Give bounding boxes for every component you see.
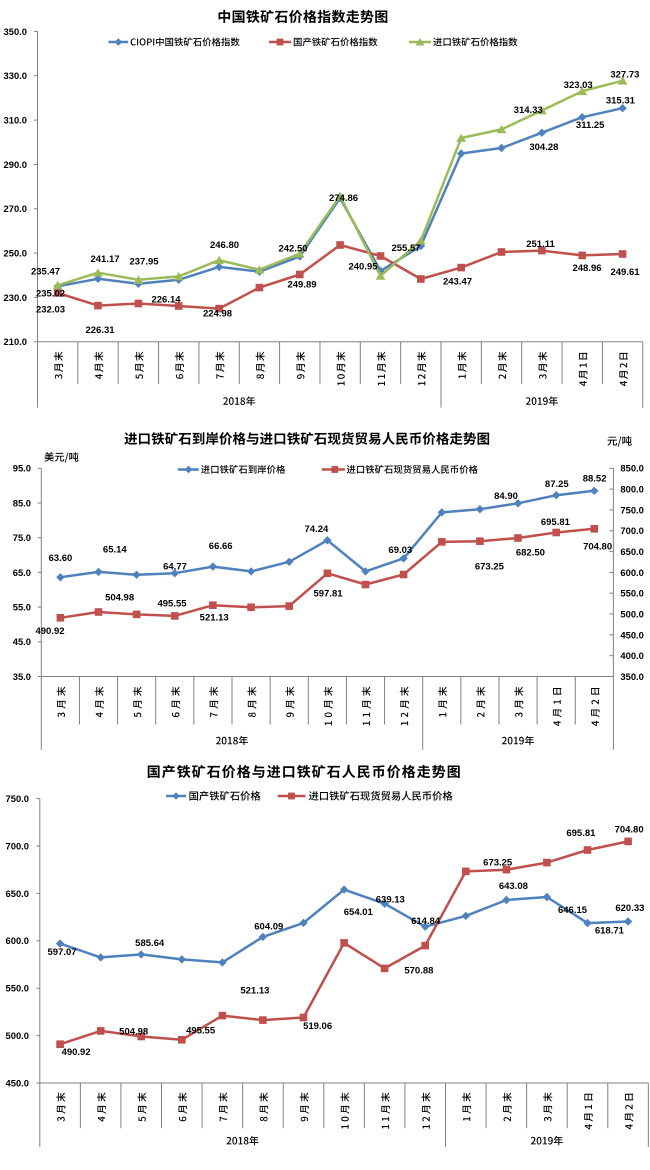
- svg-text:495.55: 495.55: [186, 1026, 216, 1037]
- svg-text:66.66: 66.66: [209, 541, 233, 552]
- svg-text:682.50: 682.50: [516, 548, 545, 559]
- svg-text:618.71: 618.71: [595, 926, 625, 937]
- svg-text:274.86: 274.86: [329, 193, 358, 204]
- svg-text:241.17: 241.17: [90, 254, 119, 265]
- svg-text:654.01: 654.01: [344, 907, 374, 918]
- svg-text:504.98: 504.98: [105, 592, 134, 603]
- svg-text:750.0: 750.0: [620, 504, 643, 515]
- svg-text:87.25: 87.25: [545, 479, 569, 490]
- svg-text:45.0: 45.0: [13, 636, 31, 647]
- svg-text:255.57: 255.57: [391, 243, 420, 254]
- svg-text:450.0: 450.0: [620, 629, 643, 640]
- svg-text:450.0: 450.0: [6, 1077, 29, 1088]
- svg-text:673.25: 673.25: [475, 562, 505, 573]
- svg-text:246.80: 246.80: [210, 240, 239, 251]
- svg-text:250.0: 250.0: [4, 248, 27, 259]
- svg-text:95.0: 95.0: [13, 463, 31, 474]
- svg-text:237.95: 237.95: [129, 256, 159, 267]
- svg-text:242.50: 242.50: [278, 243, 307, 254]
- svg-text:704.80: 704.80: [583, 542, 612, 553]
- svg-text:235.47: 235.47: [31, 266, 60, 277]
- svg-text:226.14: 226.14: [151, 294, 181, 305]
- svg-text:490.92: 490.92: [35, 626, 64, 637]
- svg-text:521.13: 521.13: [200, 613, 229, 624]
- svg-text:235.02: 235.02: [36, 288, 65, 299]
- svg-text:600.0: 600.0: [620, 567, 643, 578]
- svg-text:500.0: 500.0: [620, 608, 643, 619]
- svg-text:85.0: 85.0: [13, 497, 31, 508]
- svg-text:550.0: 550.0: [6, 983, 29, 994]
- svg-text:88.52: 88.52: [583, 473, 607, 484]
- svg-text:570.88: 570.88: [404, 966, 433, 977]
- svg-text:243.47: 243.47: [443, 277, 472, 288]
- svg-text:63.60: 63.60: [49, 553, 73, 564]
- svg-text:270.0: 270.0: [4, 203, 27, 214]
- svg-text:650.0: 650.0: [6, 888, 29, 899]
- svg-text:64.77: 64.77: [163, 562, 187, 573]
- svg-text:614.84: 614.84: [411, 916, 441, 927]
- svg-text:504.98: 504.98: [119, 1027, 148, 1038]
- svg-text:650.0: 650.0: [620, 546, 643, 557]
- svg-text:290.0: 290.0: [4, 159, 27, 170]
- svg-text:695.81: 695.81: [541, 517, 571, 528]
- svg-text:550.0: 550.0: [620, 588, 643, 599]
- svg-text:850.0: 850.0: [620, 463, 643, 474]
- svg-text:646.15: 646.15: [558, 905, 588, 916]
- svg-text:315.31: 315.31: [606, 96, 636, 107]
- svg-text:35.0: 35.0: [13, 671, 31, 682]
- svg-text:704.80: 704.80: [615, 825, 644, 836]
- svg-text:232.03: 232.03: [36, 304, 65, 315]
- svg-text:700.0: 700.0: [620, 525, 643, 536]
- svg-text:495.55: 495.55: [157, 599, 187, 610]
- svg-text:251.11: 251.11: [526, 239, 555, 250]
- svg-text:84.90: 84.90: [494, 491, 518, 502]
- svg-text:519.06: 519.06: [303, 1021, 332, 1032]
- svg-text:314.33: 314.33: [514, 105, 543, 116]
- svg-text:311.25: 311.25: [576, 120, 605, 131]
- svg-text:695.81: 695.81: [566, 828, 596, 839]
- svg-text:327.73: 327.73: [610, 69, 639, 80]
- svg-text:248.96: 248.96: [572, 263, 601, 274]
- svg-text:74.24: 74.24: [305, 524, 329, 535]
- svg-text:65.0: 65.0: [13, 567, 31, 578]
- svg-text:55.0: 55.0: [13, 602, 31, 613]
- svg-text:75.0: 75.0: [13, 532, 31, 543]
- svg-text:800.0: 800.0: [620, 484, 643, 495]
- svg-text:249.61: 249.61: [610, 267, 640, 278]
- svg-text:330.0: 330.0: [4, 70, 27, 81]
- svg-text:350.0: 350.0: [4, 26, 27, 37]
- svg-text:597.07: 597.07: [47, 947, 76, 958]
- svg-text:240.95: 240.95: [348, 261, 378, 272]
- svg-text:604.09: 604.09: [254, 922, 283, 933]
- svg-text:69.03: 69.03: [388, 545, 412, 556]
- svg-text:750.0: 750.0: [6, 793, 29, 804]
- svg-text:597.81: 597.81: [313, 588, 343, 599]
- svg-text:639.13: 639.13: [376, 895, 405, 906]
- svg-text:521.13: 521.13: [240, 985, 269, 996]
- svg-text:600.0: 600.0: [6, 935, 29, 946]
- svg-text:224.98: 224.98: [203, 308, 232, 319]
- svg-text:700.0: 700.0: [6, 840, 29, 851]
- svg-text:230.0: 230.0: [4, 292, 27, 303]
- svg-text:490.92: 490.92: [62, 1047, 91, 1058]
- svg-text:304.28: 304.28: [529, 142, 558, 153]
- svg-text:620.33: 620.33: [615, 903, 644, 914]
- svg-text:249.89: 249.89: [287, 280, 316, 291]
- svg-text:643.08: 643.08: [499, 881, 528, 892]
- svg-text:673.25: 673.25: [483, 857, 513, 868]
- svg-text:400.0: 400.0: [620, 650, 643, 661]
- svg-text:210.0: 210.0: [4, 336, 27, 347]
- svg-text:500.0: 500.0: [6, 1030, 29, 1041]
- svg-text:65.14: 65.14: [103, 545, 127, 556]
- svg-text:350.0: 350.0: [620, 671, 643, 682]
- svg-text:323.03: 323.03: [564, 80, 593, 91]
- svg-text:226.31: 226.31: [85, 325, 115, 336]
- svg-text:585.64: 585.64: [135, 938, 165, 949]
- svg-text:310.0: 310.0: [4, 115, 27, 126]
